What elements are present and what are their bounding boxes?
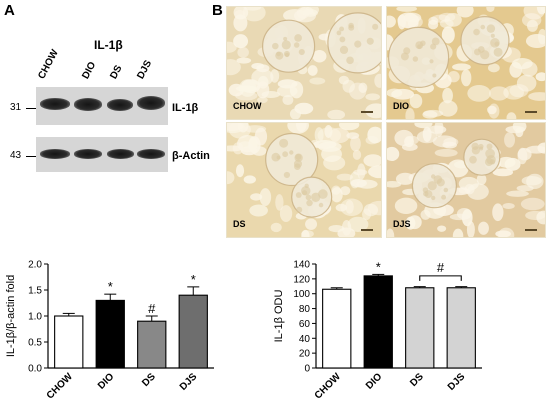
lane-label-dio: DIO [80, 60, 99, 81]
blot-band [107, 99, 133, 111]
lane-label-ds: DS [108, 63, 125, 81]
lane-label-chow: CHOW [36, 47, 61, 81]
y-tick-label: 0 [304, 364, 310, 375]
histology-tile-chow: CHOW [226, 6, 382, 120]
bar-ds [137, 320, 167, 369]
x-tick-label: DIO [364, 371, 385, 392]
bar-djs [178, 294, 208, 369]
blot-band [107, 149, 134, 159]
y-tick-label: 60 [299, 319, 311, 330]
blot-band [74, 149, 102, 159]
bar-dio [95, 299, 125, 369]
bar-djs [446, 287, 476, 369]
x-tick-label: DS [140, 371, 158, 389]
x-tick-label: DIO [96, 371, 117, 392]
comparison-bracket [419, 275, 462, 281]
bracket-label: # [437, 260, 445, 275]
actin-blot [36, 137, 168, 172]
blot-band [74, 98, 102, 111]
protein-label-actin: β-Actin [172, 150, 210, 162]
x-tick-label: DS [408, 371, 426, 389]
x-tick-label: DJS [446, 371, 468, 393]
il1b-odu-chart: 0 20 40 60 80 100 120 140 IL-1β ODU CHOW * DIO DS DJS… [273, 259, 482, 402]
tile-label: DJS [393, 219, 411, 229]
y-tick-label: 80 [299, 304, 311, 315]
histology-tile-dio: DIO [386, 6, 546, 120]
scale-bar [525, 229, 537, 231]
y-tick-label: 2.0 [28, 260, 42, 271]
marker-tick [26, 108, 36, 109]
scale-bar [361, 111, 373, 113]
blot-band [40, 98, 70, 110]
blot-title: IL-1β [94, 38, 123, 52]
significance-mark: * [191, 272, 196, 287]
significance-mark: * [108, 279, 113, 294]
bar-ds [405, 287, 435, 369]
tissue-texture [387, 123, 545, 237]
x-tick-label: DJS [178, 371, 200, 393]
marker-tick [26, 156, 36, 157]
y-axis-label: IL-1β/β-actin fold [5, 275, 17, 357]
y-tick-label: 1.0 [28, 312, 42, 323]
x-tick-label: CHOW [45, 371, 76, 402]
y-tick-label: 100 [293, 289, 310, 300]
blot-band [137, 96, 165, 110]
y-tick-label: 1.5 [28, 286, 42, 297]
significance-mark: * [376, 259, 381, 274]
significance-mark: # [148, 301, 156, 316]
panel-b-letter: B [212, 2, 223, 19]
lane-label-djs: DJS [135, 58, 155, 81]
y-tick-label: 0.0 [28, 364, 42, 375]
tissue-texture [387, 7, 545, 119]
blot-band [137, 149, 165, 159]
x-tick-label: CHOW [313, 371, 344, 402]
y-tick-label: 40 [299, 334, 311, 345]
scale-bar [525, 111, 537, 113]
marker-31: 31 [10, 102, 22, 113]
tile-label: DIO [393, 101, 410, 111]
panel-a-letter: A [4, 2, 15, 19]
protein-label-il1b: IL-1β [172, 102, 199, 114]
bar-chow [322, 288, 352, 369]
il1b-fold-chart: 0.0 0.5 1.0 1.5 2.0 IL-1β/β-actin fold CHOW * DI… [5, 260, 214, 402]
y-tick-label: 140 [293, 260, 310, 271]
y-tick-label: 120 [293, 274, 310, 285]
scale-bar [361, 229, 373, 231]
tissue-texture [227, 123, 381, 237]
y-axis-label: IL-1β ODU [273, 290, 285, 343]
y-tick-label: 20 [299, 349, 311, 360]
tile-label: CHOW [233, 101, 262, 111]
bar-chow [54, 315, 84, 369]
marker-43: 43 [10, 150, 22, 161]
histology-tile-djs: DJS [386, 122, 546, 238]
bar-dio [363, 275, 393, 369]
histology-tile-ds: DS [226, 122, 382, 238]
y-tick-label: 0.5 [28, 338, 42, 349]
tile-label: DS [233, 219, 246, 229]
il1b-blot [36, 87, 168, 125]
tissue-texture [227, 7, 381, 119]
blot-band [40, 149, 70, 159]
